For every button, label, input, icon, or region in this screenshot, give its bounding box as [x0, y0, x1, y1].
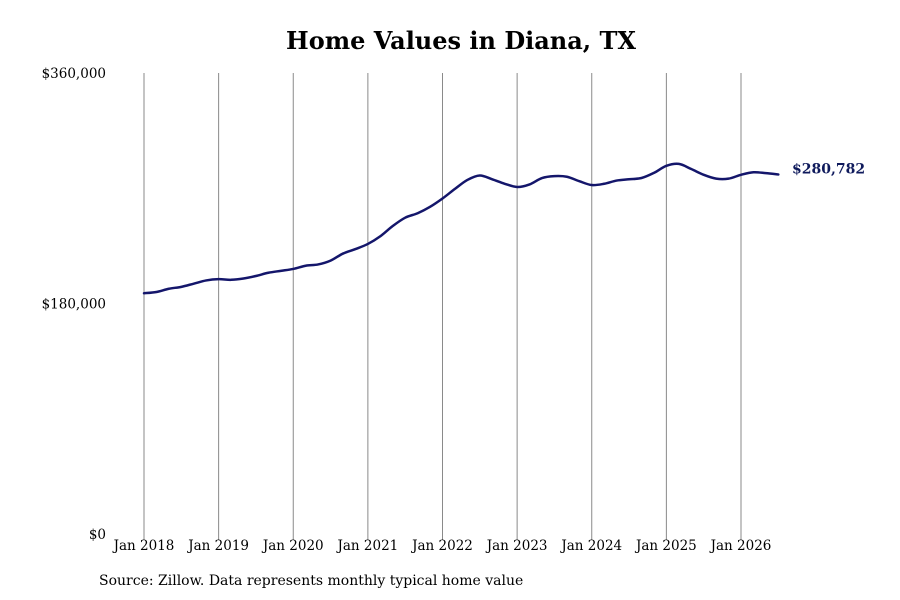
x-tick-label: Jan 2018: [112, 538, 175, 554]
x-tick-label: Jan 2021: [335, 538, 398, 554]
home-value-line: [142, 162, 780, 295]
x-tick-label: Jan 2019: [186, 538, 249, 554]
x-tick-label: Jan 2026: [709, 538, 772, 554]
y-axis-tick-labels: $0 $180,000 $360,000: [42, 66, 106, 543]
x-tick-label: Jan 2023: [485, 538, 548, 554]
y-tick-label: $360,000: [42, 66, 106, 82]
x-tick-label: Jan 2025: [634, 538, 697, 554]
source-note: Source: Zillow. Data represents monthly …: [99, 573, 524, 589]
x-axis-tick-labels: Jan 2018 Jan 2019 Jan 2020 Jan 2021 Jan 2022…: [112, 538, 772, 554]
vertical-gridlines: [143, 73, 742, 540]
x-tick-label: Jan 2024: [559, 538, 622, 554]
x-tick-label: Jan 2022: [410, 538, 473, 554]
x-tick-label: Jan 2020: [261, 538, 324, 554]
latest-value-label: $280,782: [792, 161, 865, 177]
y-tick-label: $0: [89, 527, 106, 543]
y-tick-label: $180,000: [42, 297, 106, 313]
chart-title: Home Values in Diana, TX: [286, 26, 636, 55]
